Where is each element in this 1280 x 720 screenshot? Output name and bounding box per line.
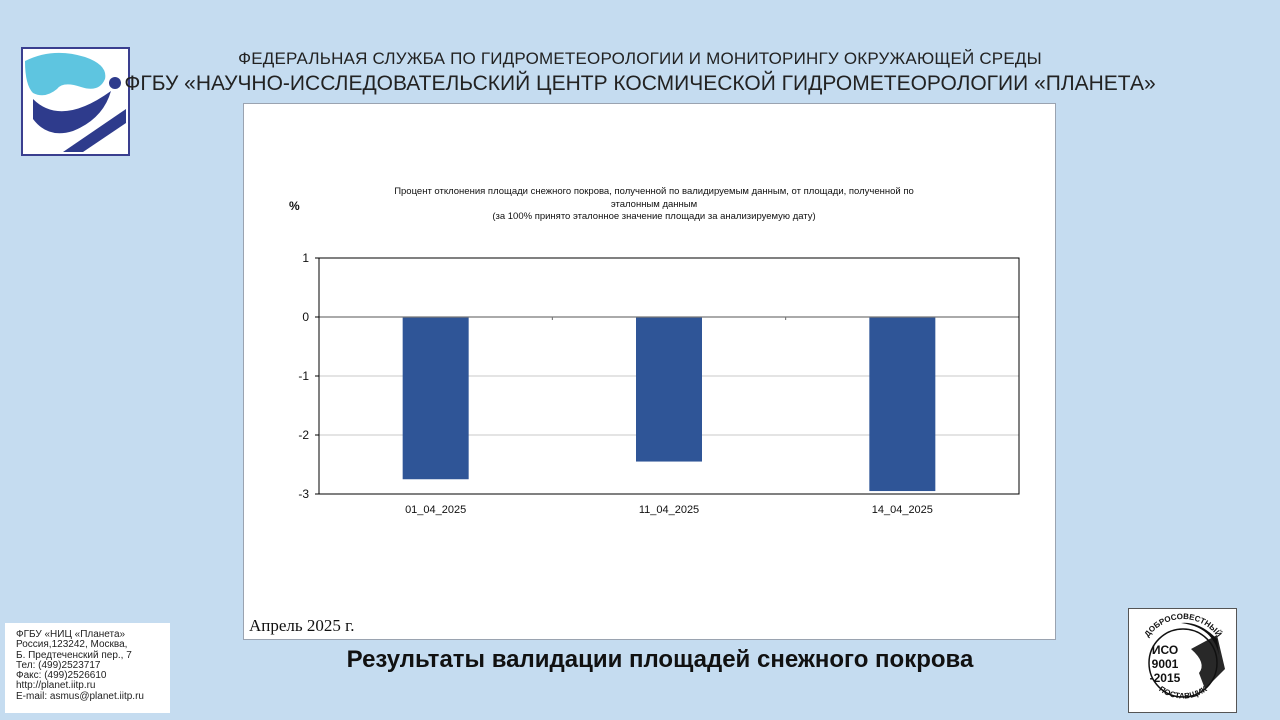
cert-line-3: -2015: [1150, 671, 1181, 685]
svg-text:ПОСТАВЩИК: ПОСТАВЩИК: [1157, 684, 1208, 700]
chart-panel: Процент отклонения площади снежного покр…: [243, 103, 1056, 640]
contact-line: ФГБУ «НИЦ «Планета»: [16, 629, 126, 640]
x-tick-label: 01_04_2025: [405, 504, 466, 516]
cert-line-2: 9001: [1152, 657, 1179, 671]
organization-logo: [21, 47, 130, 156]
x-tick-label: 11_04_2025: [639, 504, 699, 516]
plot-area-frame: [318, 257, 1020, 495]
chart-title-line-3: (за 100% принято эталонное значение площ…: [492, 211, 816, 222]
bar: [869, 317, 936, 492]
contact-info: ФГБУ «НИЦ «Планета» Россия,123242, Москв…: [5, 623, 170, 713]
contact-line: Россия,123242, Москва,: [16, 639, 128, 651]
contact-line: Б. Предтеченский пер., 7: [16, 649, 132, 661]
page-title: Результаты валидации площадей снежного п…: [346, 646, 974, 673]
iso-seal-icon: ДОБРОСОВЕСТНЫЙ ПОСТАВЩИК ИСО 9001 -2015: [1143, 612, 1225, 701]
chart-title: Процент отклонения площади снежного покр…: [354, 186, 954, 224]
y-tick-label: -3: [298, 487, 309, 501]
contact-line: Факс: (499)2526610: [16, 670, 107, 682]
contact-line: http://planet.iitp.ru: [16, 680, 96, 692]
contact-line: E-mail: asmus@planet.iitp.ru: [16, 690, 144, 702]
y-tick-label: -2: [298, 428, 309, 442]
planeta-logo-icon: [25, 52, 126, 152]
contact-line: Тел: (499)2523717: [16, 659, 101, 671]
institution-name: ФГБУ «НАУЧНО-ИССЛЕДОВАТЕЛЬСКИЙ ЦЕНТР КОС…: [124, 72, 1156, 95]
cert-line-1: ИСО: [1152, 643, 1178, 657]
bar: [636, 317, 702, 462]
chart-title-line-1: Процент отклонения площади снежного покр…: [394, 186, 914, 197]
y-axis-unit: %: [289, 199, 300, 213]
agency-name: ФЕДЕРАЛЬНАЯ СЛУЖБА ПО ГИДРОМЕТЕОРОЛОГИИ …: [238, 49, 1042, 68]
bar-chart: 1 0 -1 -2 -3 01_04_2025 11_04_2025 14_04_2025: [298, 251, 1020, 516]
iso-certificate-badge: ДОБРОСОВЕСТНЫЙ ПОСТАВЩИК ИСО 9001 -2015: [1128, 608, 1237, 713]
cert-bottom-text: ПОСТАВЩИК: [1157, 684, 1208, 700]
x-tick-label: 14_04_2025: [872, 504, 933, 516]
bar: [402, 317, 469, 480]
chart-title-line-2: эталонным данным: [610, 198, 698, 210]
y-tick-label: -1: [298, 369, 309, 383]
period-label: Апрель 2025 г.: [249, 616, 355, 635]
y-tick-label: 0: [302, 310, 309, 324]
y-tick-label: 1: [302, 251, 309, 265]
